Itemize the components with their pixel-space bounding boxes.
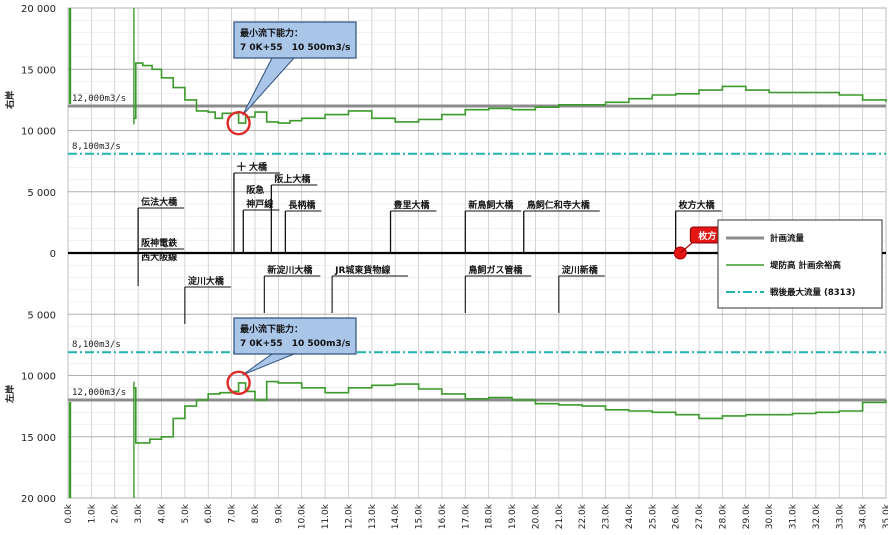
x-tick-label: 35.0k [882,503,888,529]
min-capacity-circle [226,370,251,396]
x-tick-label: 33.0k [835,503,845,529]
x-tick-label: 3.0k [134,503,144,523]
legend-label: 計画流量 [770,233,805,244]
ref-line-label: 8,100m3/s [72,142,121,152]
x-tick-label: 6.0k [204,503,214,523]
x-tick-label: 11.0k [321,503,331,529]
x-tick-label: 0.0k [64,503,74,523]
legend-box [717,219,883,309]
x-tick-label: 28.0k [718,503,728,529]
callout-line2: 7 0K+55 10 500m3/s [240,43,350,53]
bridge-label: 西大阪線 [141,251,177,263]
x-tick-label: 22.0k [578,503,588,529]
x-tick-label: 34.0k [859,503,869,529]
bridge-label: 阪急 [246,184,264,196]
x-tick-label: 32.0k [812,503,822,529]
bridge-label: 神戸線 [246,198,273,210]
bridge-label: 枚方大橋 [679,199,716,211]
x-tick-label: 23.0k [602,503,612,529]
left-bank-capacity-line [133,380,887,444]
y-tick-label: 20 000 [21,4,56,15]
x-tick-label: 7.0k [228,503,238,523]
x-tick-label: 17.0k [461,503,471,529]
bridge-label: 十 大橋 [237,161,268,173]
bridge-label: 鳥飼仁和寺大橋 [527,199,591,211]
y-tick-label: 10 000 [21,372,56,383]
right-bank-capacity-line [133,62,887,124]
y-tick-label: 15 000 [21,65,56,76]
min-capacity-circle [226,110,251,136]
x-tick-label: 21.0k [555,503,565,529]
x-tick-label: 12.0k [344,503,354,529]
y-tick-label: 20 000 [21,494,56,505]
x-tick-label: 16.0k [438,503,448,529]
ref-line-label: 8,100m3/s [72,340,121,350]
bridge-label: 淀川大橋 [188,275,225,287]
x-tick-label: 2.0k [111,503,121,523]
x-tick-label: 8.0k [251,503,261,523]
hirakata-label: 枚方 [698,230,716,242]
callout-box [233,317,357,355]
x-tick-label: 30.0k [765,503,775,529]
x-tick-label: 18.0k [485,503,495,529]
bridge-label: 鳥飼ガス管橋 [468,264,523,276]
y-tick-label: 5 000 [27,310,56,321]
callout-box [233,21,357,59]
bridge-label: 淀川新橋 [562,264,599,276]
x-tick-label: 31.0k [789,503,799,529]
y-tick-label: 5 000 [27,188,56,199]
axes: 20 000 15 000 10 000 5 000 0 5 000 10 000 15 00… [4,4,888,529]
series-lines [68,8,887,498]
x-tick-label: 24.0k [625,503,635,529]
ref-line-label: 12,000m3/s [72,388,126,398]
x-tick-label: 25.0k [648,503,658,529]
ref-line-label: 12,000m3/s [72,94,126,104]
x-tick-label: 19.0k [508,503,518,529]
legend-label: 戦後最大流量 (8313) [770,287,856,298]
bridge-label: 長柄橋 [288,199,316,211]
y-tick-label: 0 [50,249,56,260]
x-tick-label: 14.0k [391,503,401,529]
x-tick-label: 5.0k [181,503,191,523]
x-tick-label: 9.0k [274,503,284,523]
right-bank-label: 右岸 [4,91,16,110]
callout-line1: 最小流下能力： [240,27,303,39]
x-tick-label: 15.0k [415,503,425,529]
bridge-label: JR城東貨物線 [334,264,390,276]
y-tick-label: 15 000 [21,433,56,444]
callouts: 最小流下能力： 7 0K+55 10 500m3/s 最小流下能力： 7 0K+55 … [226,21,725,396]
callout-line1: 最小流下能力： [240,323,303,335]
x-tick-label: 26.0k [672,503,682,529]
bridge-label: 阪上大橋 [274,173,311,185]
x-tick-label: 4.0k [157,503,167,523]
x-tick-label: 29.0k [742,503,752,529]
x-tick-label: 1.0k [87,503,97,523]
legend-label: 堤防高 計画余裕高 [770,260,841,271]
x-tick-label: 13.0k [368,503,378,529]
y-tick-label: 10 000 [21,127,56,138]
bridge-label: 豊里大橋 [394,199,431,211]
bridge-label: 阪神電鉄 [141,237,178,249]
bridge-label: 伝法大橋 [141,196,178,208]
callout-line2: 7 0K+55 10 500m3/s [240,339,350,349]
bridge-label: 新鳥飼大橋 [468,199,514,211]
x-tick-label: 20.0k [531,503,541,529]
left-bank-label: 左岸 [4,385,16,404]
bridge-label: 新淀川大橋 [267,264,313,276]
x-tick-label: 27.0k [695,503,705,529]
x-tick-label: 10.0k [298,503,308,529]
